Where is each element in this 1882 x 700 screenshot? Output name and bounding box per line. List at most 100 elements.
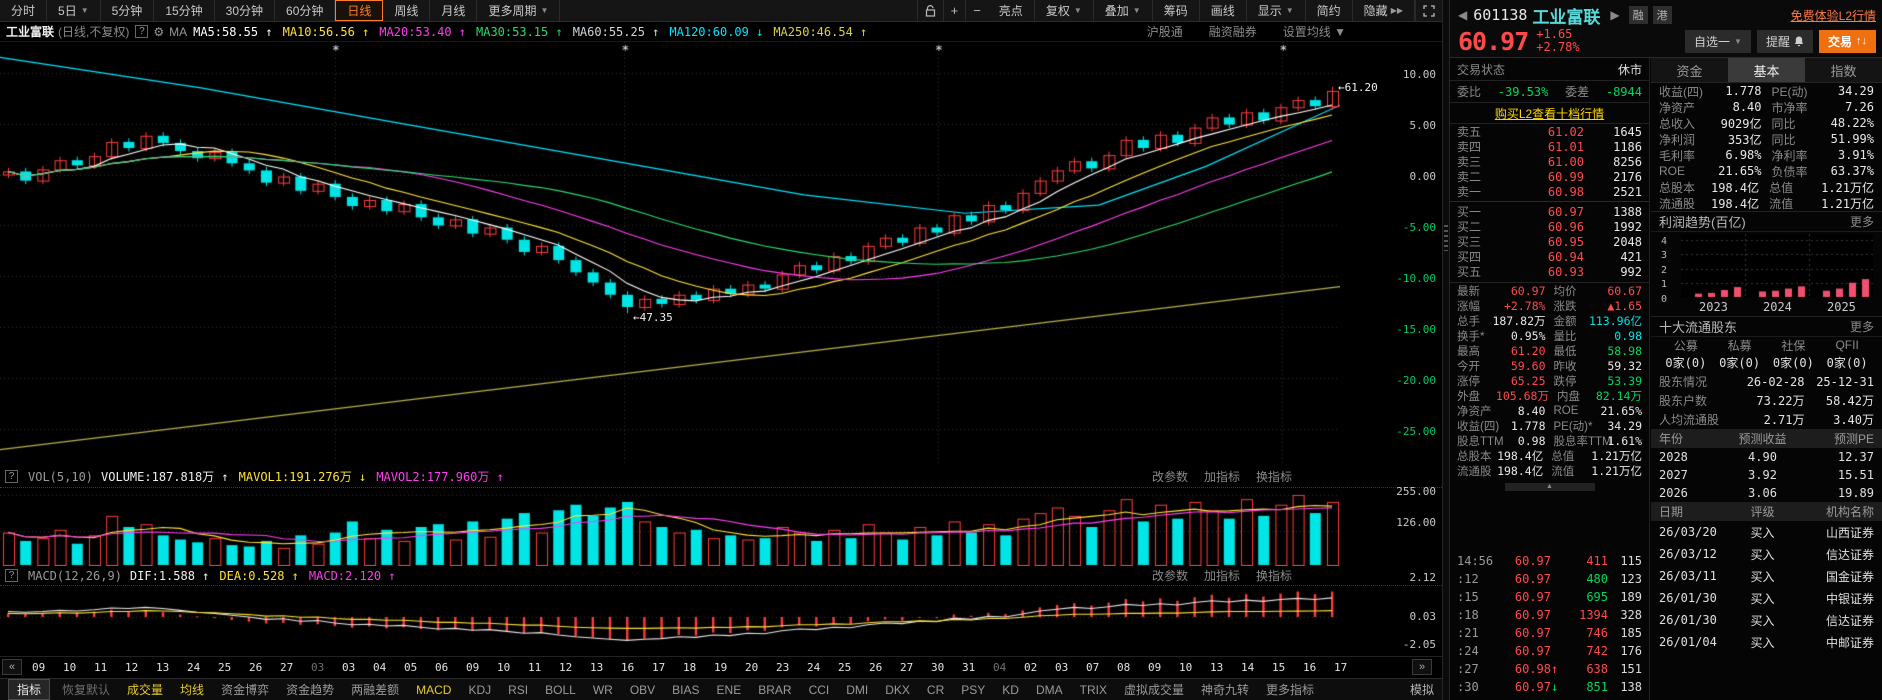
indicator-tab-MACD[interactable]: MACD <box>416 682 452 697</box>
indicator-tab-RSI[interactable]: RSI <box>508 682 529 697</box>
sell-levels: 卖五 61.02 1645 卖四 61.01 1186 卖三 61.00 8256 卖二 60.99… <box>1450 124 1649 200</box>
quote-label: 流值 <box>1551 465 1575 478</box>
prev-stock-icon[interactable]: ◀ <box>1458 8 1468 22</box>
indicator-tab-KDJ[interactable]: KDJ <box>468 682 492 697</box>
period-tab-5分钟[interactable]: 5分钟 <box>101 0 155 21</box>
indicator-tab-BRAR[interactable]: BRAR <box>758 682 792 697</box>
info-tab-指数[interactable]: 指数 <box>1830 63 1857 79</box>
indicator-tab-OBV[interactable]: OBV <box>629 682 656 697</box>
holders-more-link[interactable]: 更多 <box>1849 320 1874 334</box>
indicator-menu-button[interactable]: 指标 <box>8 679 51 700</box>
info-tab-基本[interactable]: 基本 <box>1728 58 1805 82</box>
fundamental-rows: 收益(四) 1.778 PE(动) 34.29 净资产 8.40 市净率 7.26 总收入 902… <box>1651 83 1882 211</box>
indicator-tab-BIAS[interactable]: BIAS <box>672 682 700 697</box>
gear-icon[interactable]: ⚙ <box>153 24 165 39</box>
indicator-tab-DMI[interactable]: DMI <box>846 682 869 697</box>
period-tab-5日[interactable]: 5日 ▼ <box>47 0 101 21</box>
period-tab-月线[interactable]: 月线 <box>430 0 478 21</box>
period-tab-60分钟[interactable]: 60分钟 <box>275 0 336 21</box>
tool-亮点[interactable]: 亮点 <box>988 0 1035 21</box>
indicator-tab-WR[interactable]: WR <box>592 682 613 697</box>
scroll-left-button[interactable]: « <box>2 659 22 675</box>
macd-help-icon[interactable]: ? <box>5 569 18 582</box>
indicator-tab-KD[interactable]: KD <box>1002 682 1019 697</box>
volume-chart-canvas[interactable] <box>0 488 1340 566</box>
vol-link-换指标[interactable]: 换指标 <box>1255 470 1292 484</box>
panel-splitter[interactable] <box>1442 0 1450 700</box>
period-tab-30分钟[interactable]: 30分钟 <box>215 0 276 21</box>
period-tab-15分钟[interactable]: 15分钟 <box>154 0 215 21</box>
indicator-tab-成交量[interactable]: 成交量 <box>127 683 164 697</box>
macd-link-换指标[interactable]: 换指标 <box>1255 569 1292 583</box>
macd-link-改参数[interactable]: 改参数 <box>1151 569 1188 583</box>
hk-connect-badge[interactable]: 港 <box>1652 6 1672 24</box>
lock-icon-button[interactable] <box>916 0 943 21</box>
tool-隐藏[interactable]: 隐藏 ▶▶ <box>1353 0 1415 21</box>
indicator-tab-虚拟成交量[interactable]: 虚拟成交量 <box>1123 683 1184 697</box>
indicator-tab-更多指标[interactable]: 更多指标 <box>1266 683 1315 697</box>
period-tab-分时[interactable]: 分时 <box>0 0 48 21</box>
scroll-right-button[interactable]: » <box>1412 659 1432 675</box>
chevron-down-icon: ▼ <box>1073 6 1082 15</box>
ma-settings-link[interactable]: 设置均线 ▼ <box>1282 25 1346 39</box>
l2-trial-link[interactable]: 免费体验L2行情 <box>1790 8 1876 23</box>
weibi-label: 委比 <box>1457 85 1482 99</box>
x-axis-label: 03 <box>311 661 325 674</box>
indicator-tab-CR[interactable]: CR <box>926 682 945 697</box>
expand-icon-button[interactable] <box>1415 0 1442 21</box>
indicator-tab-DMA[interactable]: DMA <box>1035 682 1063 697</box>
vol-link-加指标[interactable]: 加指标 <box>1203 470 1240 484</box>
rating-cell: 国金证券 <box>1825 569 1874 584</box>
period-tab-更多周期[interactable]: 更多周期 ▼ <box>477 0 561 21</box>
tool-画线[interactable]: 画线 <box>1200 0 1247 21</box>
l2-promo-link[interactable]: 购买L2查看十档行情 <box>1494 106 1605 121</box>
x-axis-label: 06 <box>435 661 449 674</box>
tool-显示[interactable]: 显示 ▼ <box>1247 0 1306 21</box>
vol-help-icon[interactable]: ? <box>5 470 18 483</box>
macd-link-加指标[interactable]: 加指标 <box>1203 569 1240 583</box>
indicator-tab-资金博弈[interactable]: 资金博弈 <box>221 683 270 697</box>
simulate-button[interactable]: 模拟 <box>1409 683 1434 697</box>
chart-mode-label: (日线,不复权) <box>58 25 130 39</box>
kline-chart-canvas[interactable] <box>0 42 1340 466</box>
indicator-tab-TRIX[interactable]: TRIX <box>1079 682 1107 697</box>
alert-button[interactable]: 提醒 <box>1756 29 1813 53</box>
quote-label: 金额 <box>1553 315 1577 328</box>
link-融资融券[interactable]: 融资融券 <box>1208 25 1257 39</box>
indicator-tab-ENE[interactable]: ENE <box>716 682 742 697</box>
trade-button[interactable]: 交易 ↑↓ <box>1818 29 1876 53</box>
tool-叠加[interactable]: 叠加 ▼ <box>1094 0 1153 21</box>
macd-chart-canvas[interactable] <box>0 586 1340 656</box>
collapse-handle[interactable]: ▲ <box>1450 482 1649 492</box>
help-icon[interactable]: ? <box>135 25 149 38</box>
margin-badge[interactable]: 融 <box>1628 6 1648 24</box>
forecast-header-cell: 预测PE <box>1833 432 1874 446</box>
link-沪股通[interactable]: 沪股通 <box>1146 25 1183 39</box>
l2-promo-row: 购买L2查看十档行情 <box>1450 102 1649 124</box>
rating-header-cell: 评级 <box>1750 505 1775 519</box>
minus-icon-button[interactable]: − <box>965 0 988 21</box>
next-stock-icon[interactable]: ▶ <box>1610 8 1620 22</box>
indicator-tab-两融差额[interactable]: 两融差额 <box>351 683 400 697</box>
period-tab-周线[interactable]: 周线 <box>383 0 431 21</box>
period-tab-日线[interactable]: 日线 <box>335 0 384 21</box>
indicator-tab-均线[interactable]: 均线 <box>180 683 205 697</box>
tool-复权[interactable]: 复权 ▼ <box>1035 0 1094 21</box>
level-row: 卖四 61.01 1186 <box>1450 139 1649 155</box>
indicator-tab-BOLL[interactable]: BOLL <box>545 682 576 697</box>
indicator-tab-DKX[interactable]: DKX <box>885 682 910 697</box>
vol-link-改参数[interactable]: 改参数 <box>1151 470 1188 484</box>
indicator-tab-神奇九转[interactable]: 神奇九转 <box>1200 683 1249 697</box>
indicator-tab-PSY[interactable]: PSY <box>961 682 986 697</box>
plus-icon-button[interactable]: + <box>942 0 966 21</box>
profit-more-link[interactable]: 更多 <box>1849 215 1874 229</box>
quote-label: 最低 <box>1553 345 1577 358</box>
tool-筹码[interactable]: 筹码 <box>1153 0 1200 21</box>
indicator-tab-恢复默认[interactable]: 恢复默认 <box>62 683 111 697</box>
info-tab-资金[interactable]: 资金 <box>1676 63 1703 79</box>
indicator-tab-资金趋势[interactable]: 资金趋势 <box>286 683 335 697</box>
watchlist-button[interactable]: 自选一 ▼ <box>1685 29 1751 53</box>
indicator-tab-CCI[interactable]: CCI <box>808 682 830 697</box>
tool-简约[interactable]: 简约 <box>1306 0 1353 21</box>
x-axis-label: 03 <box>342 661 356 674</box>
